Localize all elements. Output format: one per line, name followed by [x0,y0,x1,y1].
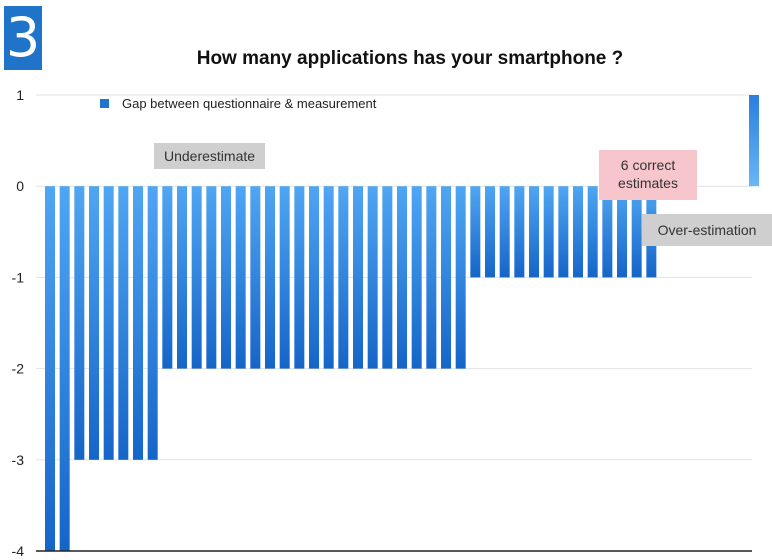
bar [411,186,422,369]
bar [309,186,320,369]
bar [455,186,466,369]
bar [89,186,99,460]
bar [441,186,452,369]
bar [294,186,305,369]
bar [250,186,261,369]
bar [279,186,290,369]
bar [323,186,334,369]
bar [573,186,584,278]
bar [499,186,510,278]
bar [397,186,408,369]
bar [367,186,378,369]
bar [235,186,246,369]
bar [382,186,393,369]
bar [103,186,114,460]
bar [206,186,217,369]
bar [338,186,349,369]
bar [602,186,613,278]
bar [617,186,628,278]
y-tick-label: -3 [12,452,25,468]
legend-label: Gap between questionnaire & measurement [122,96,377,111]
bar [353,186,364,369]
annotation-underestimate: Underestimate [154,143,266,169]
y-tick-label: -4 [12,543,25,559]
y-tick-label: -2 [12,361,25,377]
bar [485,186,496,278]
annotation-correct-estimates: 6 correct estimates [599,150,697,200]
bar [558,186,569,278]
bar [45,186,55,551]
bar [749,95,760,187]
y-tick-label: -1 [12,269,25,285]
bar [221,186,231,369]
chart-title: How many applications has your smartphon… [196,48,624,69]
bar-series [45,95,760,551]
bar [470,186,481,278]
bar [177,186,187,369]
bar [118,186,129,460]
bar [514,186,525,278]
slide-number-badge: 3 [4,6,42,70]
y-tick-label: 1 [16,87,24,103]
bar [147,186,158,460]
bar [426,186,437,369]
legend-swatch [100,99,109,108]
bar [59,186,70,551]
bar [265,186,275,369]
bar [191,186,202,369]
bar [74,186,85,460]
bar [587,186,598,278]
bar [543,186,554,278]
bar [631,186,642,278]
y-tick-label: 0 [16,178,24,194]
annotation-over-estimation: Over-estimation [642,214,772,246]
y-axis-ticks: 1 0 -1 -2 -3 -4 [12,87,25,559]
bar [133,186,143,460]
bar [162,186,173,369]
bar [529,186,540,278]
legend: Gap between questionnaire & measurement [100,96,377,111]
